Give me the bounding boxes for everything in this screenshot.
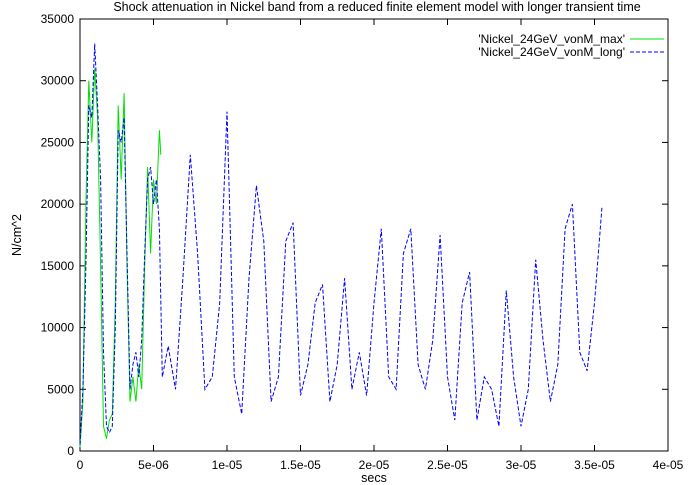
series-line-2 xyxy=(79,43,603,445)
y-tick-label: 20000 xyxy=(41,197,75,211)
chart-title: Shock attenuation in Nickel band from a … xyxy=(113,0,640,14)
x-tick-label: 3e-05 xyxy=(506,458,537,472)
x-axis-label: secs xyxy=(361,471,387,485)
x-tick-label: 0 xyxy=(77,458,84,472)
x-tick-label: 1e-05 xyxy=(212,458,243,472)
x-axis: 0 5e-06 1e-05 1.5e-05 2e-05 2.5e-05 3e-05 3.5e-… xyxy=(77,19,684,472)
y-tick-label: 10000 xyxy=(41,321,75,335)
x-tick-label: 4e-05 xyxy=(653,458,684,472)
y-tick-label: 5000 xyxy=(47,382,74,396)
legend: 'Nickel_24GeV_vonM_max''Nickel_24GeV_von… xyxy=(478,32,664,59)
x-tick-label: 5e-06 xyxy=(138,458,169,472)
series-line-1 xyxy=(79,68,162,448)
y-tick-label: 0 xyxy=(67,444,74,458)
legend-label: 'Nickel_24GeV_vonM_max' xyxy=(478,32,625,46)
x-tick-label: 2.5e-05 xyxy=(427,458,468,472)
y-axis-label: N/cm^2 xyxy=(10,214,24,256)
x-tick-label: 3.5e-05 xyxy=(574,458,615,472)
y-tick-label: 35000 xyxy=(41,12,75,26)
plot-frame xyxy=(79,18,669,452)
y-tick-label: 15000 xyxy=(41,259,75,273)
x-tick-label: 2e-05 xyxy=(359,458,390,472)
y-tick-label: 25000 xyxy=(41,135,75,149)
y-tick-label: 30000 xyxy=(41,74,75,88)
legend-label: 'Nickel_24GeV_vonM_long' xyxy=(478,45,625,59)
series-group xyxy=(79,43,603,448)
x-tick-label: 1.5e-05 xyxy=(280,458,321,472)
y-axis: 0 5000 10000 15000 20000 25000 30000 35000 xyxy=(41,12,668,458)
plot-area: 0 5e-06 1e-05 1.5e-05 2e-05 2.5e-05 3e-05 3.5e-… xyxy=(41,12,684,472)
